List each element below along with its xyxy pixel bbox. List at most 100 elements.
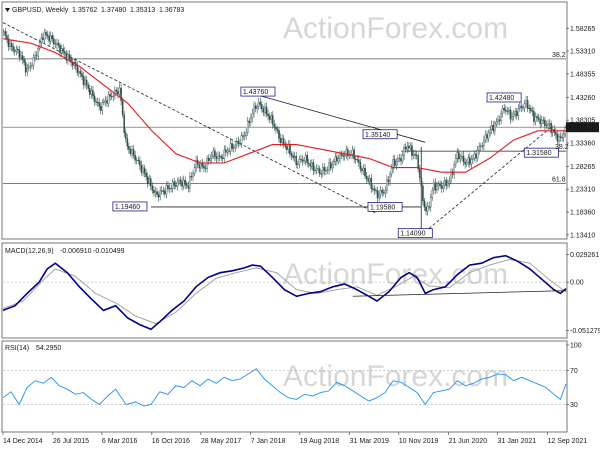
price-bar xyxy=(270,115,273,120)
price-bar xyxy=(292,155,294,158)
price-bar xyxy=(295,156,298,165)
price-bar xyxy=(204,167,207,169)
price-bar xyxy=(492,124,495,132)
price-bar xyxy=(287,144,290,150)
price-bar xyxy=(337,158,340,162)
price-bar xyxy=(375,190,377,192)
price-bar xyxy=(406,146,409,150)
price-bar xyxy=(431,189,434,198)
ohlc-high: 1.37480 xyxy=(101,7,126,14)
price-bar xyxy=(139,160,141,166)
price-bar xyxy=(367,178,369,182)
price-bar xyxy=(434,182,437,191)
rsi-series xyxy=(2,368,567,407)
price-bar xyxy=(32,57,35,66)
price-bar xyxy=(54,43,57,45)
price-bar xyxy=(237,140,240,144)
price-bar xyxy=(558,136,560,142)
price-bar xyxy=(303,160,305,162)
price-bar xyxy=(328,162,330,171)
price-bar xyxy=(373,188,376,191)
price-bar xyxy=(478,146,481,151)
price-bar xyxy=(148,178,151,184)
x-tick-label-7: 31 Mar 2019 xyxy=(350,438,389,445)
macd-tick-label-1: 0.00 xyxy=(570,280,584,287)
price-bar xyxy=(483,139,485,146)
price-bar xyxy=(240,135,243,144)
price-bar xyxy=(526,100,529,109)
price-bar xyxy=(31,65,33,67)
price-bar xyxy=(46,34,49,37)
price-bar xyxy=(151,185,154,191)
price-bar xyxy=(190,176,193,178)
macd-header: MACD(12,26,9) -0.006910 -0.010499 xyxy=(5,248,125,255)
price-bar xyxy=(251,113,254,118)
price-bar xyxy=(92,90,94,97)
price-bar xyxy=(522,107,524,109)
price-bar xyxy=(555,132,557,135)
price-bar xyxy=(85,79,88,86)
price-bar xyxy=(484,134,487,141)
macd-title: MACD(12,26,9) xyxy=(5,248,54,255)
price-bar xyxy=(547,123,549,126)
price-bar xyxy=(112,95,115,97)
price-bar xyxy=(509,109,512,120)
price-bar xyxy=(359,162,362,170)
price-bar xyxy=(214,150,216,157)
rsi-tick-label-1: 70 xyxy=(570,368,578,375)
price-bar xyxy=(106,100,108,104)
price-bar xyxy=(345,149,348,156)
price-bar xyxy=(261,104,263,109)
price-bar xyxy=(192,173,194,178)
macd-value: -0.006910 xyxy=(60,248,92,255)
price-bar xyxy=(426,206,429,212)
annotation-label-5: 1.42480 xyxy=(489,95,514,102)
price-bar xyxy=(170,188,172,190)
price-bar xyxy=(49,35,52,42)
price-bar xyxy=(149,178,152,187)
price-bar xyxy=(448,180,451,184)
x-tick-label-10: 31 Jan 2021 xyxy=(498,438,537,445)
price-bar xyxy=(495,121,498,125)
x-tick-label-11: 12 Sep 2021 xyxy=(548,438,588,445)
price-bar xyxy=(525,100,527,104)
price-bar xyxy=(503,107,506,111)
price-bar xyxy=(220,156,222,159)
price-tick-label-9: 1.13410 xyxy=(570,232,595,239)
price-bar xyxy=(514,111,516,115)
price-bar xyxy=(473,153,476,159)
x-tick-label-1: 26 Jul 2015 xyxy=(53,438,89,445)
price-tick-label-2: 1.48355 xyxy=(570,71,595,78)
price-bar xyxy=(417,155,420,170)
price-bar xyxy=(53,38,55,44)
price-bar xyxy=(221,157,224,159)
price-bar xyxy=(40,37,43,43)
price-bar xyxy=(544,119,546,126)
price-bar xyxy=(504,109,507,112)
price-bar xyxy=(439,183,441,186)
price-bar xyxy=(226,150,229,153)
price-bar xyxy=(48,36,50,42)
price-tick-label-8: 1.18360 xyxy=(570,210,595,217)
annotation-label-3: 1.19580 xyxy=(370,204,395,211)
price-bar xyxy=(379,190,382,196)
price-bar xyxy=(515,111,518,117)
price-bar xyxy=(461,155,463,158)
price-bar xyxy=(445,180,448,186)
price-bar xyxy=(109,93,111,97)
price-bar xyxy=(198,164,201,169)
price-bar xyxy=(561,137,563,139)
price-bar xyxy=(298,158,301,165)
price-bar xyxy=(2,31,5,33)
price-bar xyxy=(361,168,363,171)
price-bar xyxy=(548,122,551,125)
annotation-box-6 xyxy=(523,147,559,158)
price-bar xyxy=(395,161,398,166)
price-bar xyxy=(65,53,68,61)
price-bar xyxy=(436,185,438,191)
price-bar xyxy=(90,90,93,95)
price-bar xyxy=(154,191,157,193)
price-bar xyxy=(364,168,366,177)
price-bar xyxy=(500,113,502,122)
price-bar xyxy=(442,184,445,189)
